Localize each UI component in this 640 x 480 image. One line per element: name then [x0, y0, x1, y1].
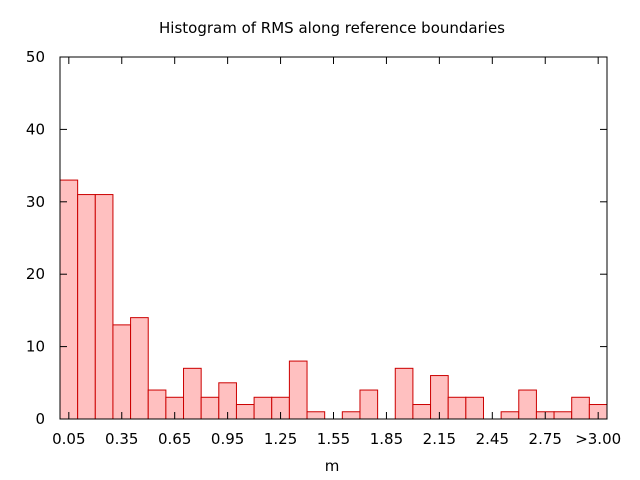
y-tick-label: 50: [26, 48, 45, 66]
y-tick-label: 20: [26, 265, 45, 283]
x-axis: 0.05 0.35 0.65 0.95 1.25 1.55 1.85 2.15 2.45 2.75…: [52, 57, 621, 448]
histogram-bar: [553, 411, 573, 420]
histogram-bar: [94, 194, 114, 420]
histogram-bar: [253, 396, 273, 420]
histogram-bar: [571, 396, 590, 420]
histogram-bar: [306, 411, 326, 420]
x-tick-label: 1.55: [317, 430, 350, 448]
bars-group: [59, 179, 608, 420]
x-tick-label: 2.15: [423, 430, 456, 448]
x-tick-label: 0.35: [105, 430, 138, 448]
x-tick-label: 0.05: [52, 430, 85, 448]
x-tick-label: 2.75: [529, 430, 562, 448]
x-tick-label: 2.45: [476, 430, 509, 448]
y-tick-label: 0: [35, 410, 45, 428]
x-axis-label: m: [325, 457, 340, 475]
histogram-bar: [341, 411, 361, 420]
histogram-bar: [288, 360, 308, 420]
histogram-bar: [412, 404, 432, 420]
histogram-bar: [359, 389, 379, 420]
x-tick-label: 0.65: [158, 430, 191, 448]
chart-title: Histogram of RMS along reference boundar…: [159, 19, 505, 37]
histogram-bar: [112, 324, 132, 420]
x-tick-label: 1.85: [370, 430, 403, 448]
x-tick-label: 1.25: [264, 430, 297, 448]
histogram-bar: [59, 179, 79, 420]
x-tick-label: 0.95: [211, 430, 244, 448]
histogram-bar: [394, 367, 414, 420]
y-tick-label: 30: [26, 193, 45, 211]
x-tick-label: >3.00: [575, 430, 621, 448]
y-tick-label: 40: [26, 120, 45, 138]
histogram-bar: [465, 396, 484, 420]
histogram-bar: [147, 389, 167, 420]
histogram-bar: [518, 389, 537, 420]
histogram-bar: [447, 396, 467, 420]
y-axis: 0 10 20 30 40 50: [26, 48, 607, 428]
histogram-bar: [183, 367, 202, 420]
y-tick-label: 10: [26, 338, 45, 356]
histogram-bar: [235, 404, 255, 420]
histogram-bar: [130, 317, 149, 420]
histogram-bar: [77, 194, 96, 420]
histogram-bar: [200, 396, 220, 420]
histogram-bar: [500, 411, 520, 420]
